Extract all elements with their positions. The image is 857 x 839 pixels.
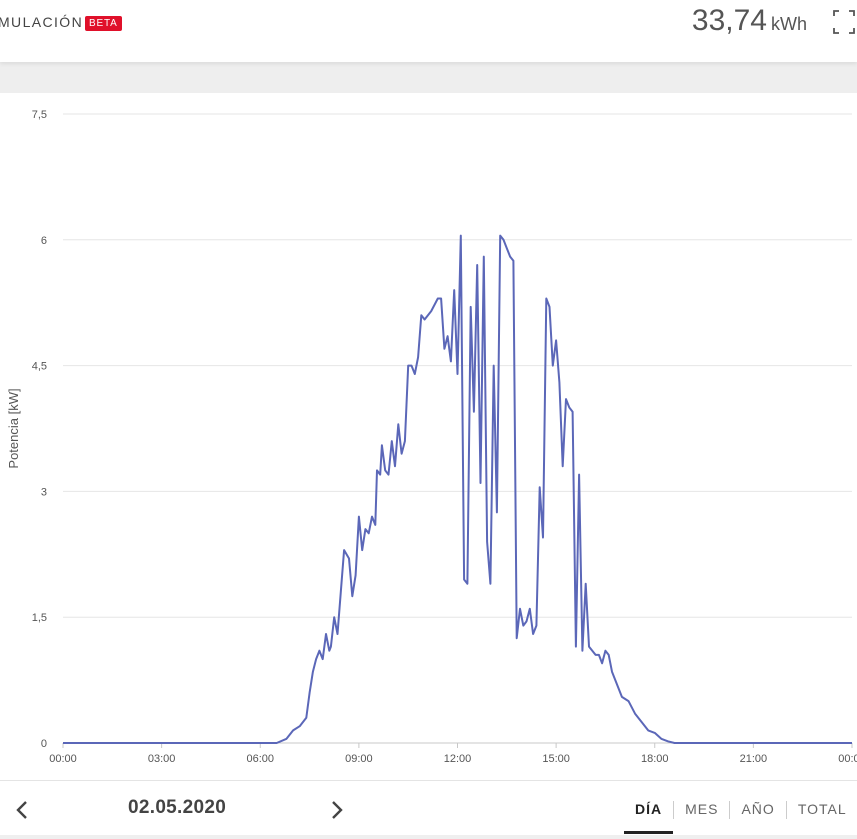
current-date: 02.05.2020 (128, 797, 227, 818)
period-tabs: DÍA MES AÑO TOTAL (624, 781, 857, 839)
series-line (63, 234, 852, 744)
x-tick-label: 03:00 (148, 753, 176, 765)
toolbar-band (0, 62, 857, 93)
page-title: MULACIÓN (0, 14, 84, 30)
energy-total: 33,74 kWh (692, 4, 807, 38)
bottom-strip (0, 835, 857, 839)
chevron-right-icon[interactable] (327, 799, 347, 821)
x-tick-label: 00:00 (49, 753, 77, 765)
tab-dia[interactable]: DÍA (624, 781, 674, 839)
y-tick-label: 3 (41, 486, 47, 498)
y-tick-label: 0 (41, 738, 47, 750)
x-tick-label: 21:00 (740, 753, 768, 765)
date-navigation: 02.05.2020 DÍA MES AÑO TOTAL (0, 781, 857, 839)
energy-value: 33,74 (691, 4, 767, 37)
x-tick-label: 06:00 (246, 753, 274, 765)
energy-unit: kWh (771, 14, 807, 34)
expand-icon[interactable] (833, 9, 855, 35)
y-tick-label: 4,5 (32, 361, 47, 373)
tab-mes[interactable]: MES (685, 801, 719, 817)
y-tick-label: 6 (41, 235, 47, 247)
chart-svg: 0 1,5 3 4,5 6 7,5 00:00 03:00 06:00 09:00 12:00 15:… (6, 109, 857, 765)
x-tick-label: 12:00 (444, 753, 472, 765)
x-tick-label: 18:00 (641, 753, 669, 765)
x-tick-label: 09:00 (345, 753, 373, 765)
chevron-left-icon[interactable] (12, 799, 32, 821)
tab-ano[interactable]: AÑO (741, 801, 775, 817)
y-tick-label: 1,5 (32, 612, 47, 624)
power-chart: 0 1,5 3 4,5 6 7,5 00:00 03:00 06:00 09:00 12:00 15:… (0, 93, 857, 780)
footer-divider (0, 780, 857, 781)
tab-separator (729, 801, 731, 819)
tab-separator (673, 801, 675, 819)
y-axis-label: Potencia [kW] (6, 388, 21, 468)
y-tick-label: 7,5 (32, 109, 47, 121)
x-tick-label: 15:00 (542, 753, 570, 765)
x-tick-label: 00:00 (838, 753, 857, 765)
tab-separator (785, 801, 787, 819)
app-header: MULACIÓN BETA 33,74 kWh (0, 0, 857, 62)
beta-badge: BETA (85, 16, 122, 31)
tab-total[interactable]: TOTAL (797, 801, 847, 817)
